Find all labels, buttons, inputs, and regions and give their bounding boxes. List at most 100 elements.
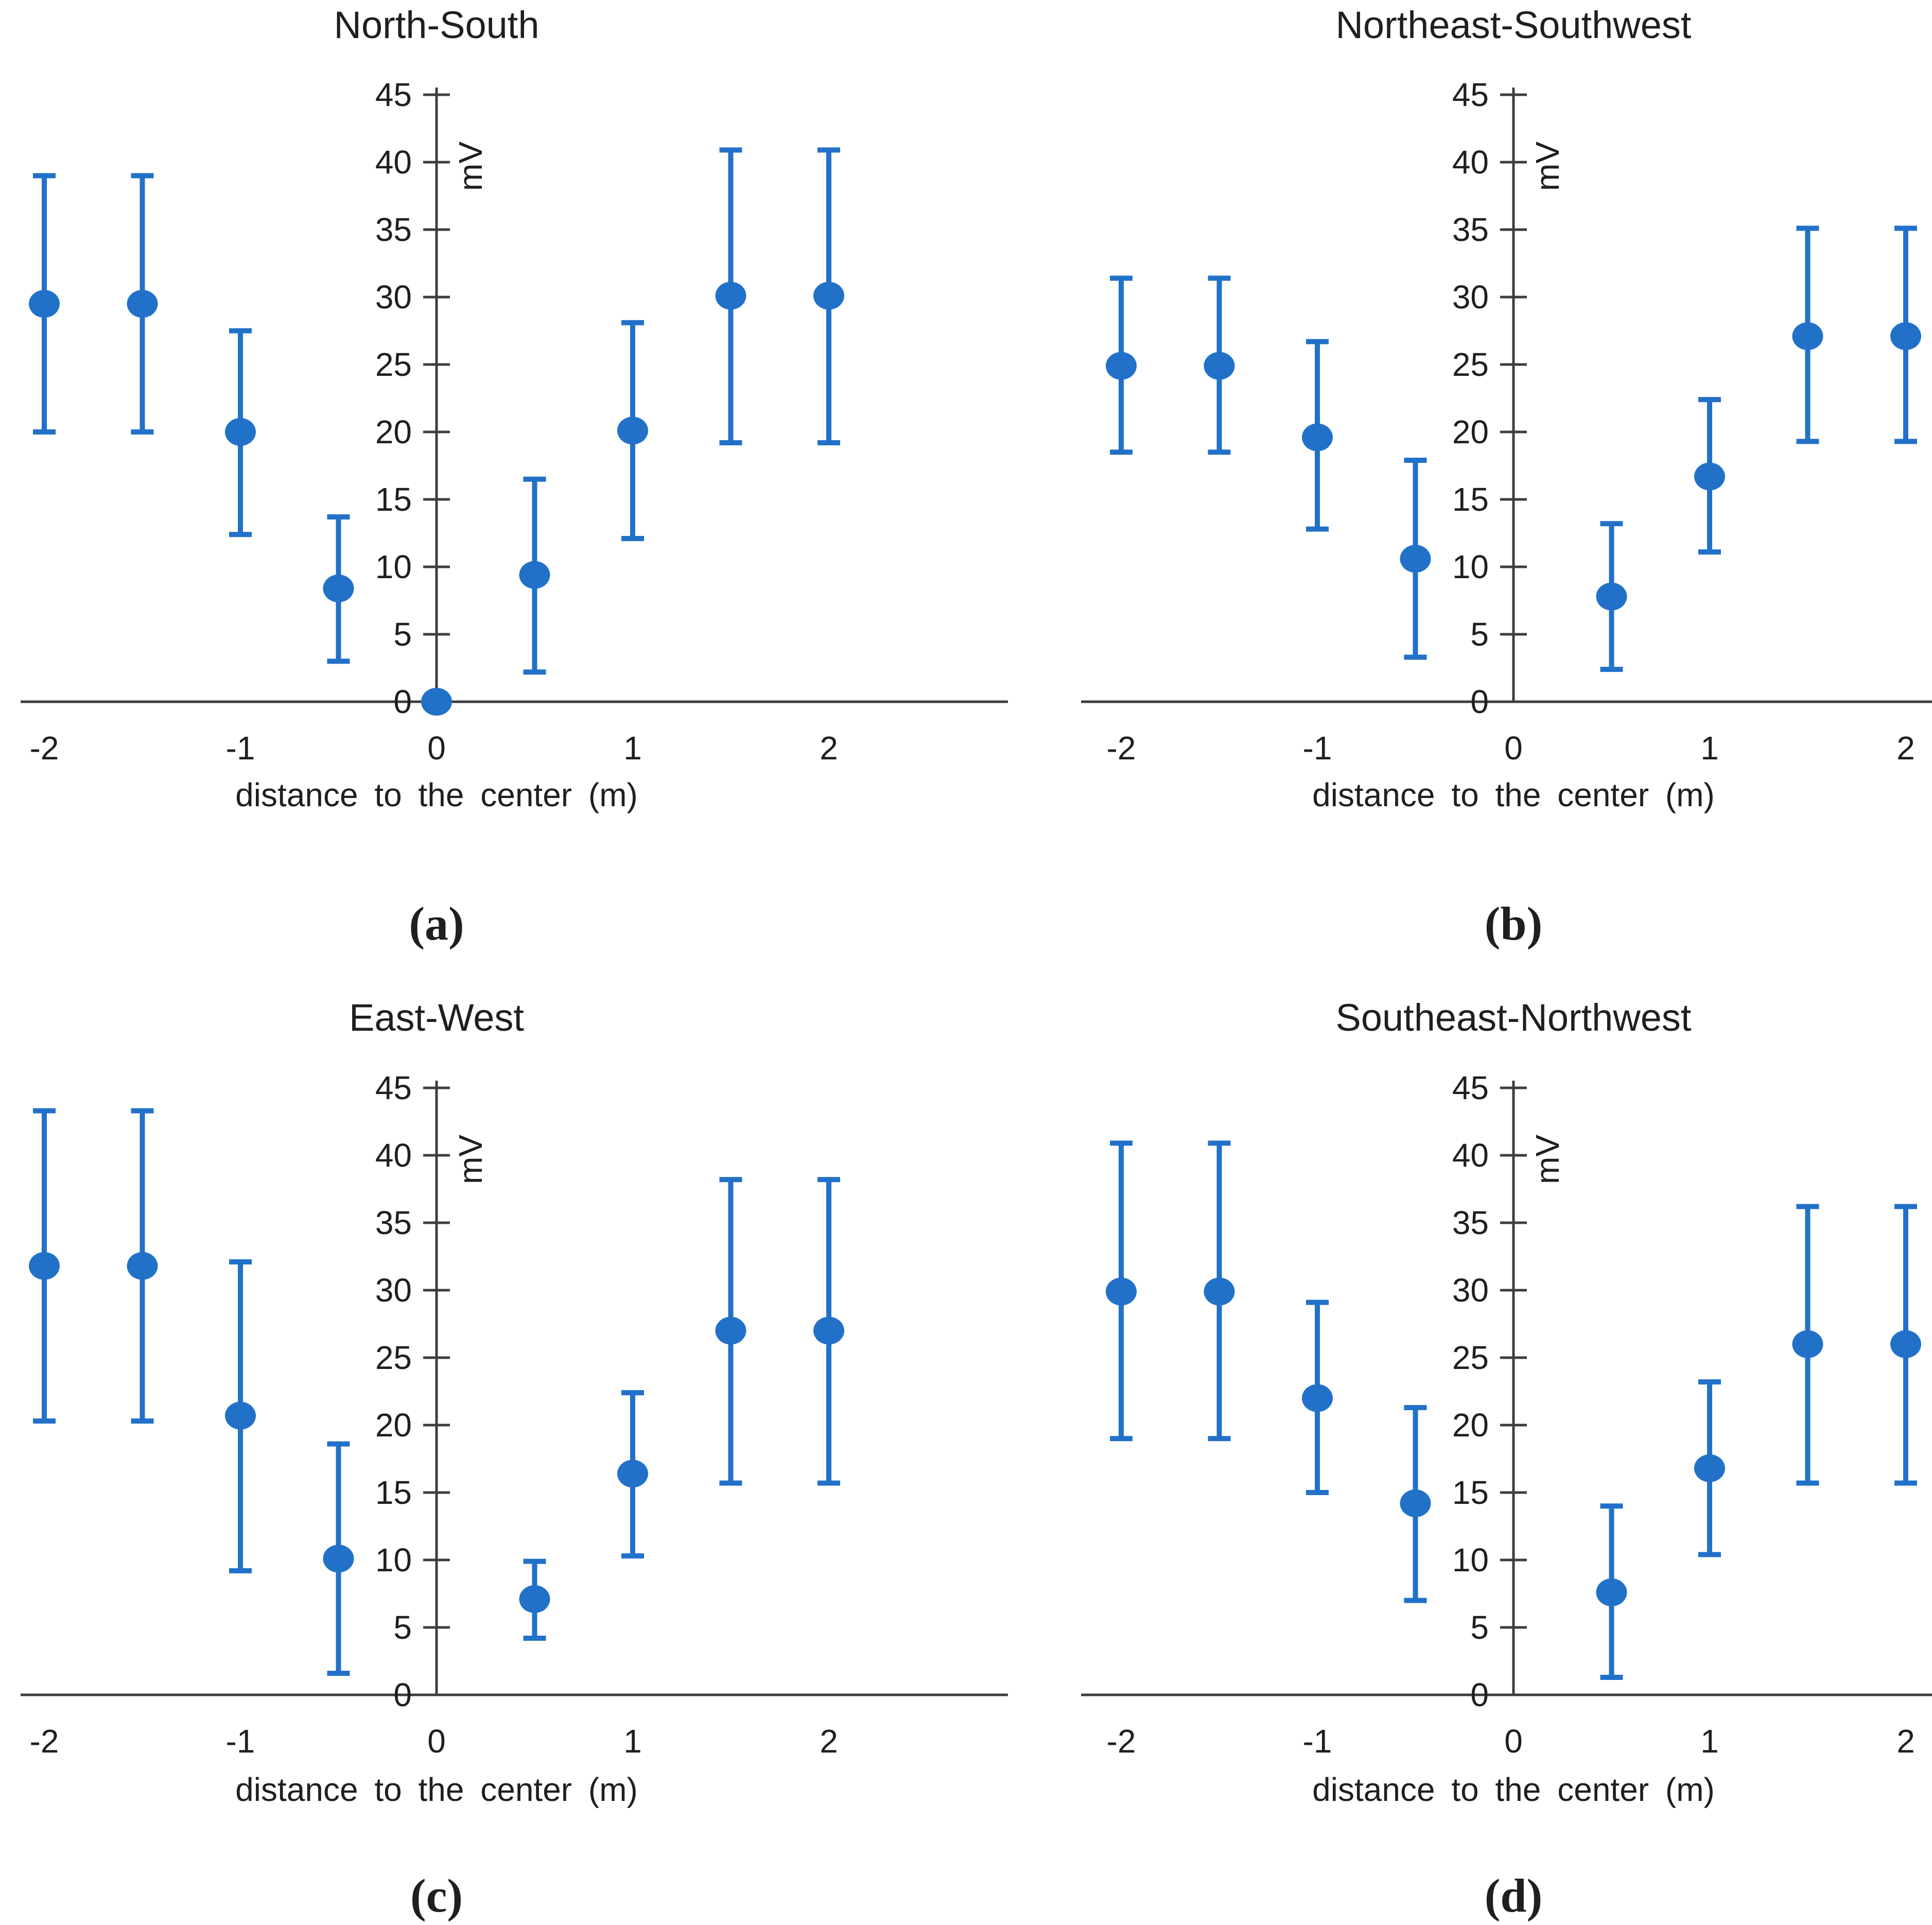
x-tick-label: -2 [30, 730, 59, 767]
x-tick-label: -2 [30, 1723, 59, 1760]
y-tick-label: 40 [1452, 1137, 1489, 1174]
x-tick-label: 2 [1896, 1723, 1915, 1760]
x-tick-label: -2 [1107, 730, 1136, 767]
data-point [1106, 1277, 1137, 1306]
y-tick-label: 15 [1452, 481, 1489, 518]
y-tick-label: 30 [1452, 279, 1489, 316]
data-point [519, 561, 550, 589]
x-tick-label: -1 [226, 1723, 255, 1760]
x-tick-label: 1 [623, 730, 642, 767]
data-point [813, 282, 844, 310]
y-tick-label: 45 [1452, 1069, 1489, 1106]
y-tick-label: 15 [375, 481, 412, 518]
data-point [225, 418, 256, 446]
y-tick-label: 40 [375, 144, 412, 181]
y-tick-label: 5 [393, 1609, 412, 1646]
x-tick-label: 1 [623, 1723, 642, 1760]
y-tick-label: 25 [1452, 1339, 1489, 1376]
panel-a-letter: (a) [409, 897, 464, 950]
y-tick-label: 40 [375, 1137, 412, 1174]
y-tick-label: 10 [1452, 1541, 1489, 1579]
y-tick-label: 20 [375, 413, 412, 450]
y-tick-label: 10 [375, 548, 412, 585]
y-tick-label: 45 [375, 76, 412, 113]
data-point [323, 1545, 354, 1573]
y-tick-label: 5 [1470, 1609, 1489, 1646]
y-tick-label: 0 [393, 683, 412, 720]
data-point [225, 1401, 256, 1430]
data-point [1694, 1454, 1725, 1482]
panel-d-xaxis-caption: distance to the center (m) [1312, 1771, 1715, 1808]
y-tick-label: 5 [393, 616, 412, 653]
y-tick-label: 35 [375, 1204, 412, 1241]
y-axis-title: mV [452, 142, 489, 191]
data-point [1792, 1330, 1823, 1358]
y-tick-label: 30 [375, 279, 412, 316]
panel-c-xaxis-caption: distance to the center (m) [235, 1771, 638, 1808]
x-tick-label: -2 [1107, 1723, 1136, 1760]
data-point [813, 1316, 844, 1345]
data-point [519, 1585, 550, 1613]
x-tick-label: -1 [1303, 1723, 1332, 1760]
data-point [29, 290, 60, 318]
data-point [1302, 1384, 1333, 1412]
panel-b-letter: (b) [1484, 897, 1543, 950]
y-tick-label: 20 [375, 1407, 412, 1444]
data-point [617, 417, 648, 445]
data-point [1204, 352, 1235, 380]
data-point [1694, 462, 1725, 491]
y-tick-label: 30 [1452, 1272, 1489, 1309]
y-axis-title: mV [452, 1135, 489, 1184]
data-point [1400, 1489, 1431, 1517]
panel-b-title: Northeast-Southwest [1335, 4, 1692, 46]
y-tick-label: 0 [1470, 683, 1489, 720]
x-tick-label: 0 [1504, 1723, 1523, 1760]
data-point [1792, 322, 1823, 350]
x-tick-label: 0 [427, 730, 446, 767]
y-tick-label: 45 [1452, 76, 1489, 113]
y-tick-label: 40 [1452, 144, 1489, 181]
data-point [421, 688, 452, 716]
y-tick-label: 0 [393, 1676, 412, 1713]
x-tick-label: 0 [427, 1723, 446, 1760]
data-point [29, 1252, 60, 1280]
y-tick-label: 0 [1470, 1676, 1489, 1713]
y-tick-label: 15 [1452, 1474, 1489, 1511]
data-point [1302, 423, 1333, 452]
panel-a-xaxis-caption: distance to the center (m) [235, 776, 638, 813]
y-tick-label: 45 [375, 1069, 412, 1106]
x-tick-label: -1 [1303, 730, 1332, 767]
y-tick-label: 10 [1452, 548, 1489, 585]
y-tick-label: 35 [1452, 211, 1489, 248]
y-tick-label: 25 [1452, 346, 1489, 383]
data-point [1596, 1578, 1627, 1606]
x-tick-label: -1 [226, 730, 255, 767]
x-tick-label: 0 [1504, 730, 1523, 767]
data-point [127, 290, 158, 318]
x-tick-label: 2 [820, 730, 838, 767]
y-tick-label: 25 [375, 1339, 412, 1376]
data-point [1596, 582, 1627, 611]
y-tick-label: 5 [1470, 616, 1489, 653]
y-tick-label: 25 [375, 346, 412, 383]
y-tick-label: 35 [1452, 1204, 1489, 1241]
x-tick-label: 2 [1896, 730, 1915, 767]
panel-c-letter: (c) [410, 1869, 463, 1922]
data-point [617, 1460, 648, 1488]
y-tick-label: 35 [375, 211, 412, 248]
x-tick-label: 1 [1700, 1723, 1719, 1760]
panel-c-title: East-West [349, 996, 524, 1039]
data-point [715, 282, 746, 310]
data-point [1400, 545, 1431, 573]
y-axis-title: mV [1529, 1135, 1566, 1184]
y-tick-label: 20 [1452, 1407, 1489, 1444]
data-point [1106, 352, 1137, 380]
data-point [1890, 322, 1921, 350]
panel-d-title: Southeast-Northwest [1335, 996, 1692, 1039]
x-tick-label: 2 [820, 1723, 838, 1760]
y-tick-label: 10 [375, 1541, 412, 1579]
panel-b-xaxis-caption: distance to the center (m) [1312, 776, 1715, 813]
panel-a-title: North-South [334, 4, 539, 46]
